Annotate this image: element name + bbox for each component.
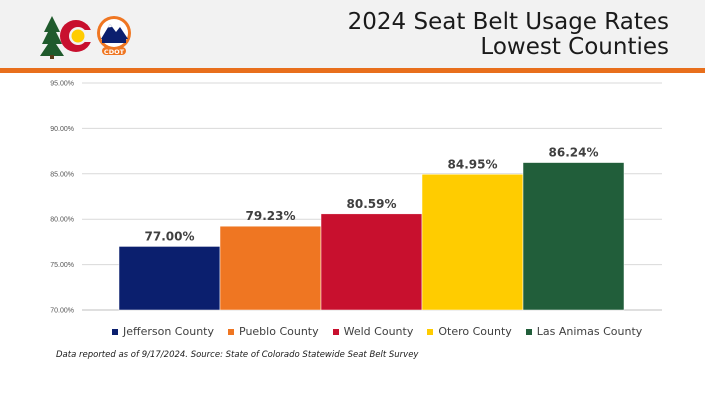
legend-label: Las Animas County [536,325,643,338]
legend-item: Pueblo County [228,325,319,338]
data-label: 84.95% [448,157,498,171]
legend-swatch [332,328,339,335]
legend-item: Las Animas County [525,325,643,338]
y-tick-label: 80.00% [50,217,74,224]
legend-swatch [427,328,434,335]
legend-item: Otero County [427,325,512,338]
data-label: 77.00% [145,229,195,243]
legend: Jefferson County Pueblo County Weld County… [112,325,642,338]
data-label: 80.59% [347,197,397,211]
legend-swatch [228,328,234,335]
bars [118,162,625,311]
title-line-1: 2024 Seat Belt Usage Rates [347,9,669,35]
y-tick-label: 70.00% [50,308,74,315]
footnote: Data reported as of 9/17/2024. Source: S… [56,350,419,360]
bar-otero-county [421,174,524,311]
chart-title: 2024 Seat Belt Usage Rates Lowest Counti… [348,10,669,60]
data-label: 86.24% [549,146,599,160]
logo-text: CDOT [104,48,125,56]
legend-item: Jefferson County [112,325,214,338]
bar-pueblo-county [219,225,322,311]
legend-item: Weld County [332,325,414,338]
bar-jefferson-county [118,246,221,311]
legend-swatch [112,328,118,335]
data-labels: 77.00% 79.23% 80.59% 84.95% 86.24% [145,146,599,244]
legend-label: Weld County [343,325,414,338]
bar-chart: 70.00% 75.00% 80.00% 85.00% 90.00% 95.00% 77.… [50,81,662,315]
y-axis-ticks: 70.00% 75.00% 80.00% 85.00% 90.00% 95.00% [50,81,74,315]
legend-label: Otero County [438,325,512,338]
header-divider [0,68,705,73]
legend-swatch [525,328,532,335]
y-tick-label: 75.00% [50,262,74,269]
cdot-logo: CDOT [40,16,131,59]
legend-label: Pueblo County [239,325,319,338]
y-tick-label: 90.00% [50,126,74,133]
data-label: 79.23% [246,209,296,223]
bar-las-animas-county [522,162,625,311]
y-tick-label: 95.00% [50,81,74,88]
header-band: CDOT 2024 Seat Belt Usage Rates Lowest C… [0,0,705,68]
legend-label: Jefferson County [123,325,214,338]
bar-weld-county [320,213,423,311]
title-line-2: Lowest Counties [480,34,669,60]
y-tick-label: 85.00% [50,171,74,178]
